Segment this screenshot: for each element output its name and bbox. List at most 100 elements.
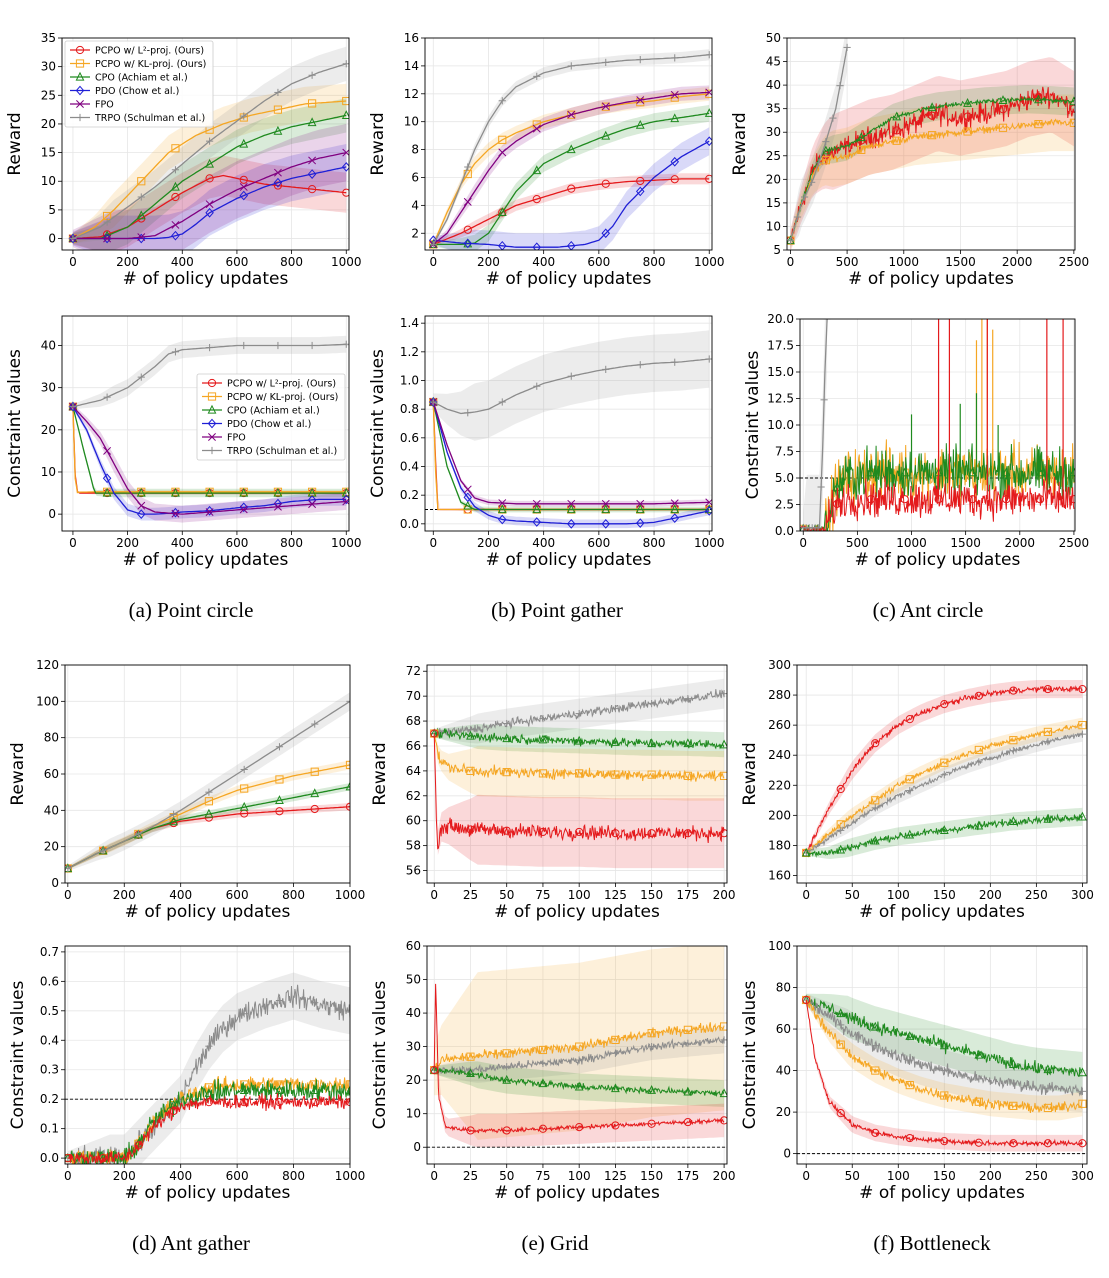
markers-fpo	[68, 148, 349, 243]
y-tick-label: 20	[41, 117, 56, 131]
y-tick-label: 20	[44, 840, 59, 854]
x-axis-label: # of policy updates	[486, 269, 652, 289]
y-axis-label: Reward	[368, 112, 388, 175]
x-tick-label: 50	[845, 888, 860, 902]
x-tick-label: 800	[282, 888, 305, 902]
y-tick-label: 60	[406, 939, 421, 953]
markers-pcpo_l2	[800, 495, 1075, 531]
x-tick-label: 200	[713, 888, 736, 902]
axes-frame	[796, 664, 1088, 884]
x-tick-label: 100	[887, 1169, 910, 1183]
y-tick-label: 0.5	[40, 1004, 59, 1018]
x-tick-label: 400	[171, 255, 194, 269]
y-tick-label: 160	[768, 868, 791, 882]
y-tick-label: 20	[776, 1105, 791, 1119]
x-tick-label: 600	[225, 536, 248, 550]
y-tick-label: 12.5	[767, 392, 794, 406]
legend: PCPO w/ L²-proj. (Ours) PCPO w/ KL-proj. …	[196, 373, 346, 461]
legend-entry-trpo: TRPO (Schulman et al.)	[226, 446, 337, 457]
x-tick-label: 150	[640, 888, 663, 902]
band-cpo	[433, 104, 710, 250]
y-tick-label: 0.6	[40, 974, 59, 988]
y-tick-label: 40	[776, 1064, 791, 1078]
x-tick-label: 400	[169, 1169, 192, 1183]
x-tick-label: 500	[836, 255, 859, 269]
y-axis-label: Constraint values	[8, 980, 28, 1129]
x-axis-label: # of policy updates	[125, 902, 291, 922]
x-tick-label: 400	[532, 255, 555, 269]
y-tick-label: 0.0	[775, 524, 794, 538]
tick-labels: 0 50 100 150 200 250 300 160 180 200 220 240 260 280 3…	[768, 658, 1094, 902]
y-tick-label: 10.0	[767, 418, 794, 432]
y-tick-label: 4	[411, 198, 419, 212]
y-tick-label: 200	[768, 808, 791, 822]
y-tick-label: 20	[406, 1073, 421, 1087]
series-line-pcpo_l2	[67, 1092, 350, 1164]
x-tick-label: 1000	[896, 536, 927, 550]
x-tick-label: 150	[933, 888, 956, 902]
y-tick-label: 10	[766, 219, 781, 233]
y-tick-label: 240	[768, 748, 791, 762]
x-tick-label: 50	[845, 1169, 860, 1183]
x-tick-label: 200	[113, 1169, 136, 1183]
y-tick-label: 0	[48, 507, 56, 521]
x-tick-label: 400	[171, 536, 194, 550]
x-tick-label: 2500	[1059, 536, 1090, 550]
series-line-pcpo_l2	[789, 86, 1075, 241]
band-trpo	[67, 692, 350, 872]
y-tick-label: 68	[406, 714, 421, 728]
y-tick-label: 12	[404, 87, 419, 101]
x-tick-label: 0	[69, 536, 77, 550]
markers-cpo	[428, 108, 712, 249]
x-tick-label: 100	[568, 1169, 591, 1183]
markers-pcpo_l2	[65, 1098, 350, 1163]
y-tick-label: 0	[413, 1140, 421, 1154]
series-line-pcpo_kl	[805, 722, 1083, 854]
y-tick-label: 25	[41, 88, 56, 102]
x-axis-label: # of policy updates	[848, 269, 1014, 289]
legend: PCPO w/ L²-proj. (Ours) PCPO w/ KL-proj. …	[64, 40, 214, 128]
gridlines	[787, 37, 1075, 251]
y-axis-label: Constraint values	[5, 349, 25, 498]
y-tick-label: 35	[766, 102, 781, 116]
y-tick-label: 260	[768, 718, 791, 732]
y-tick-label: 14	[404, 59, 419, 73]
y-tick-label: 1.0	[400, 374, 419, 388]
legend-entry-trpo: TRPO (Schulman et al.)	[94, 113, 205, 124]
series-line-cpo	[72, 406, 347, 494]
tick-labels: 0 200 400 600 800 1000 0 20 40 60 80 100 120	[36, 658, 365, 902]
series-line-trpo	[805, 997, 1083, 1097]
y-tick-label: 300	[768, 658, 791, 672]
caption-ant-gather: (d) Ant gather	[132, 1231, 250, 1255]
y-tick-label: 15.0	[767, 365, 794, 379]
x-tick-label: 0	[799, 536, 807, 550]
x-tick-label: 800	[280, 255, 303, 269]
x-tick-label: 200	[116, 255, 139, 269]
markers-trpo	[802, 996, 1086, 1095]
series-line-cpo	[434, 727, 725, 750]
y-tick-label: 5.0	[775, 471, 794, 485]
markers-trpo	[69, 60, 349, 243]
y-tick-label: 0	[783, 1147, 791, 1161]
y-tick-label: 1.2	[400, 345, 419, 359]
x-tick-label: 300	[1071, 1169, 1094, 1183]
tick-labels: 0 200 400 600 800 1000 0 5 10 15 20 25 30 35	[41, 31, 362, 269]
y-axis-label: Constraint values	[368, 349, 388, 498]
x-tick-label: 200	[113, 888, 136, 902]
markers-pcpo_kl	[787, 118, 1075, 245]
y-tick-label: 0.2	[400, 488, 419, 502]
series-line-cpo	[433, 112, 710, 246]
band-fpo	[72, 404, 347, 523]
markers-pcpo_l2	[430, 1065, 727, 1135]
y-tick-label: 20.0	[767, 312, 794, 326]
x-tick-label: 200	[477, 255, 500, 269]
legend-entry-pcpo_l2: PCPO w/ L²-proj. (Ours)	[95, 46, 204, 57]
markers-pcpo_l2	[430, 729, 727, 838]
y-tick-label: 50	[406, 973, 421, 987]
chart-a-constraint: 0 200 400 600 800 1000 0 10 20 30 40 # of policy up…	[5, 315, 362, 570]
y-tick-label: 16	[404, 31, 419, 45]
y-tick-label: 2	[411, 226, 419, 240]
series-line-pcpo_kl	[72, 406, 347, 494]
legend-entry-cpo: CPO (Achiam et al.)	[95, 73, 188, 84]
y-tick-label: 0.8	[400, 402, 419, 416]
